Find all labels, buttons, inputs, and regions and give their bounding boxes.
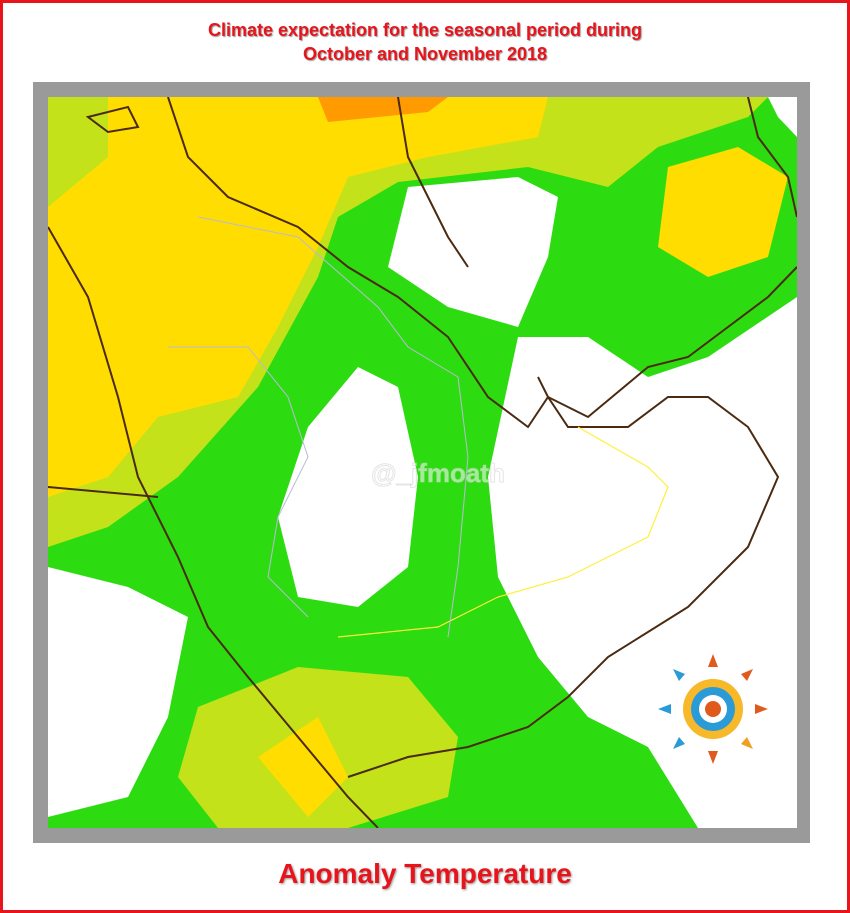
- map-area: @_jfmoath: [48, 97, 797, 828]
- yellow-zone: [258, 717, 348, 817]
- borders: [48, 97, 797, 828]
- logo: [658, 654, 768, 764]
- grey-borders: [168, 216, 469, 638]
- white-zone: [48, 567, 188, 817]
- white-zone: [768, 97, 797, 137]
- white-zone: [388, 177, 558, 327]
- title-line: October and November 2018: [302, 44, 548, 64]
- caption: Anomaly Temperature: [278, 858, 572, 889]
- white-zone: [278, 367, 418, 607]
- yellow-zone: [658, 147, 788, 277]
- yellow-zone: [48, 97, 548, 497]
- watermark: @_jfmoath: [371, 458, 505, 488]
- yellow-borders: [337, 426, 669, 638]
- orange-zone: [318, 97, 448, 122]
- map: @_jfmoath: [33, 82, 810, 843]
- title-line: Climate expectation for the seasonal per…: [207, 20, 643, 40]
